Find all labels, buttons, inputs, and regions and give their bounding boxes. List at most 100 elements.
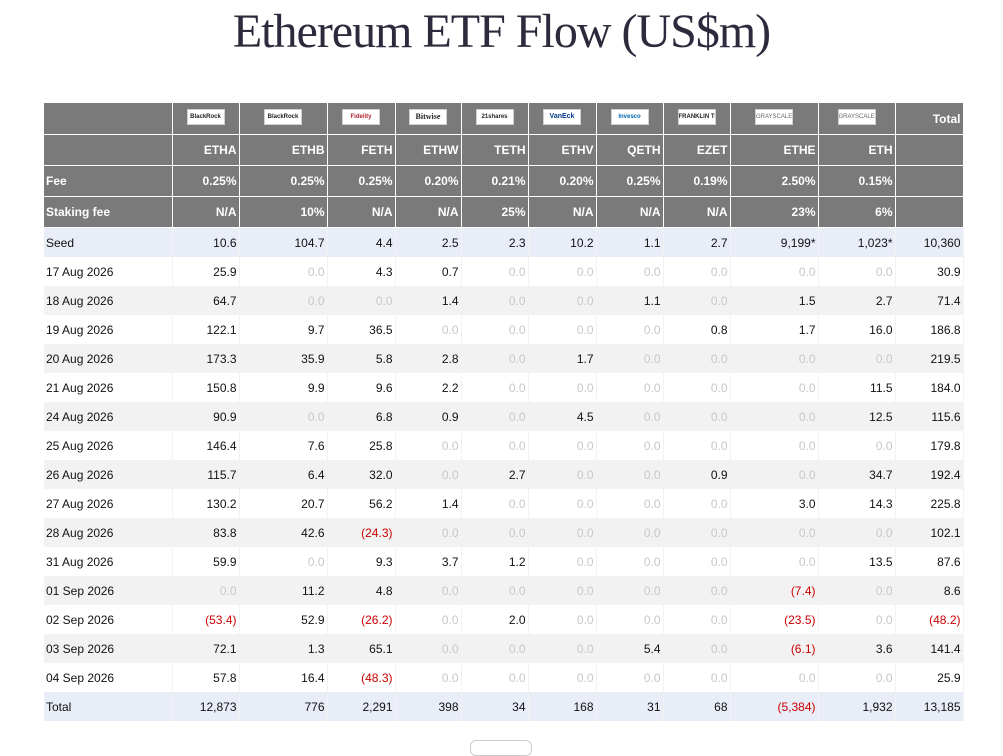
row-label: 21 Aug 2026: [44, 373, 173, 402]
flow-value-cell: 0.0: [730, 373, 819, 402]
flow-value-cell: 0.0: [528, 286, 597, 315]
vaneck-logo-icon: VanEck: [543, 109, 581, 125]
flow-value-cell: 68: [663, 692, 731, 721]
flow-value-cell: 0.0: [461, 373, 529, 402]
flow-value-cell: 0.0: [663, 431, 731, 460]
flow-value-cell: 0.9: [663, 460, 731, 489]
issuer-cell: GRAYSCALE: [730, 103, 819, 135]
grayscale-logo-icon: GRAYSCALE: [837, 109, 876, 125]
flow-value-cell: 0.0: [528, 547, 597, 576]
staking-fee-cell: N/A: [395, 196, 462, 228]
flow-value-cell: (48.3): [327, 663, 396, 692]
flow-value-cell: 12,873: [172, 692, 240, 721]
flow-value-cell: 0.0: [528, 373, 597, 402]
ticker-cell: ETHA: [172, 134, 240, 166]
issuer-cell: BlackRock: [172, 103, 240, 135]
flow-value-cell: 0.0: [461, 576, 529, 605]
flow-value-cell: 2.7: [818, 286, 896, 315]
flow-value-cell: 4.8: [327, 576, 396, 605]
flow-value-cell: 1.4: [395, 489, 462, 518]
flow-value-cell: 1.7: [730, 315, 819, 344]
flow-value-cell: (53.4): [172, 605, 240, 634]
staking-fee-cell: 23%: [730, 196, 819, 228]
flow-value-cell: 34: [461, 692, 529, 721]
flow-value-cell: 2.8: [395, 344, 462, 373]
flow-row: 27 Aug 2026 130.2 20.7 56.2 1.4 0.0 0.0 0.0 0.0 3…: [44, 489, 964, 518]
flow-value-cell: 0.0: [461, 489, 529, 518]
fee-cell: 0.25%: [327, 165, 396, 197]
flow-value-cell: 0.0: [528, 257, 597, 286]
row-label: 25 Aug 2026: [44, 431, 173, 460]
flow-value-cell: 65.1: [327, 634, 396, 663]
staking-fee-cell: 10%: [239, 196, 328, 228]
issuer-cell: Bitwise: [395, 103, 462, 135]
flow-value-cell: 0.0: [818, 257, 896, 286]
row-label: 24 Aug 2026: [44, 402, 173, 431]
flow-value-cell: 20.7: [239, 489, 328, 518]
flow-value-cell: 12.5: [818, 402, 896, 431]
flow-value-cell: 0.0: [528, 634, 597, 663]
ticker-cell: ETHB: [239, 134, 328, 166]
row-label: 03 Sep 2026: [44, 634, 173, 663]
flow-value-cell: 1,023*: [818, 227, 896, 257]
flow-value-cell: 0.0: [395, 460, 462, 489]
row-total-cell: 219.5: [895, 344, 964, 373]
flow-value-cell: 0.0: [239, 547, 328, 576]
flow-value-cell: 1.5: [730, 286, 819, 315]
flow-value-cell: 9.9: [239, 373, 328, 402]
flow-value-cell: 0.0: [596, 605, 664, 634]
flow-value-cell: 10.6: [172, 227, 240, 257]
flow-row: 24 Aug 2026 90.9 0.0 6.8 0.9 0.0 4.5 0.0 0.0 0.0 1…: [44, 402, 964, 431]
flow-value-cell: 16.4: [239, 663, 328, 692]
flow-value-cell: 0.0: [239, 286, 328, 315]
etf-flow-table: BlackRock BlackRock Fidelity Bitwise 21share…: [44, 103, 964, 721]
flow-value-cell: 52.9: [239, 605, 328, 634]
flow-value-cell: 0.0: [596, 663, 664, 692]
flow-value-cell: 7.6: [239, 431, 328, 460]
row-label: 28 Aug 2026: [44, 518, 173, 547]
flow-value-cell: 0.0: [239, 402, 328, 431]
blackrock-logo-icon: BlackRock: [264, 109, 302, 125]
ticker-cell: ETHW: [395, 134, 462, 166]
flow-value-cell: 0.0: [596, 344, 664, 373]
staking-fee-cell: N/A: [172, 196, 240, 228]
21shares-logo-icon: 21shares: [475, 109, 514, 125]
flow-value-cell: 11.2: [239, 576, 328, 605]
flow-row: 02 Sep 2026 (53.4) 52.9 (26.2) 0.0 2.0 0.0 0.0 0…: [44, 605, 964, 634]
franklin-templeton-logo-icon: FRANKLIN TEMPLETON: [677, 109, 716, 125]
staking-fee-cell: N/A: [327, 196, 396, 228]
total-row: Total 12,873 776 2,291 398 34 168 31 68 (5,384) 1,…: [44, 692, 964, 721]
row-total-cell: 30.9: [895, 257, 964, 286]
flow-value-cell: 59.9: [172, 547, 240, 576]
flow-row: 31 Aug 2026 59.9 0.0 9.3 3.7 1.2 0.0 0.0 0.0 0.0 1…: [44, 547, 964, 576]
scroll-tab[interactable]: [470, 740, 532, 756]
flow-value-cell: 0.0: [730, 518, 819, 547]
flow-value-cell: 0.0: [596, 431, 664, 460]
flow-value-cell: 0.0: [528, 489, 597, 518]
row-label: 27 Aug 2026: [44, 489, 173, 518]
flow-value-cell: 0.0: [461, 663, 529, 692]
flow-value-cell: 25.8: [327, 431, 396, 460]
row-total-cell: 179.8: [895, 431, 964, 460]
flow-value-cell: 0.0: [596, 489, 664, 518]
seed-row: Seed 10.6 104.7 4.4 2.5 2.3 10.2 1.1 2.7 9,199* 1,…: [44, 227, 964, 257]
flow-value-cell: 16.0: [818, 315, 896, 344]
issuer-logo-row: BlackRock BlackRock Fidelity Bitwise 21share…: [44, 103, 964, 135]
row-total-cell: 192.4: [895, 460, 964, 489]
flow-value-cell: 0.0: [395, 663, 462, 692]
blackrock-logo-icon: BlackRock: [186, 109, 225, 125]
staking-fee-row: Staking fee N/A 10% N/A N/A 25% N/A N/A N/A 23% 6%: [44, 196, 964, 228]
flow-value-cell: 0.0: [596, 518, 664, 547]
row-total-cell: 87.6: [895, 547, 964, 576]
flow-value-cell: 0.0: [596, 547, 664, 576]
flow-value-cell: 0.0: [395, 518, 462, 547]
flow-value-cell: 90.9: [172, 402, 240, 431]
ticker-cell: QETH: [596, 134, 664, 166]
flow-value-cell: 10.2: [528, 227, 597, 257]
flow-value-cell: 25.9: [172, 257, 240, 286]
flow-value-cell: 0.0: [730, 547, 819, 576]
fee-cell: 0.15%: [818, 165, 896, 197]
flow-value-cell: 150.8: [172, 373, 240, 402]
flow-value-cell: 0.0: [596, 402, 664, 431]
flow-row: 19 Aug 2026 122.1 9.7 36.5 0.0 0.0 0.0 0.0 0.8 1.…: [44, 315, 964, 344]
